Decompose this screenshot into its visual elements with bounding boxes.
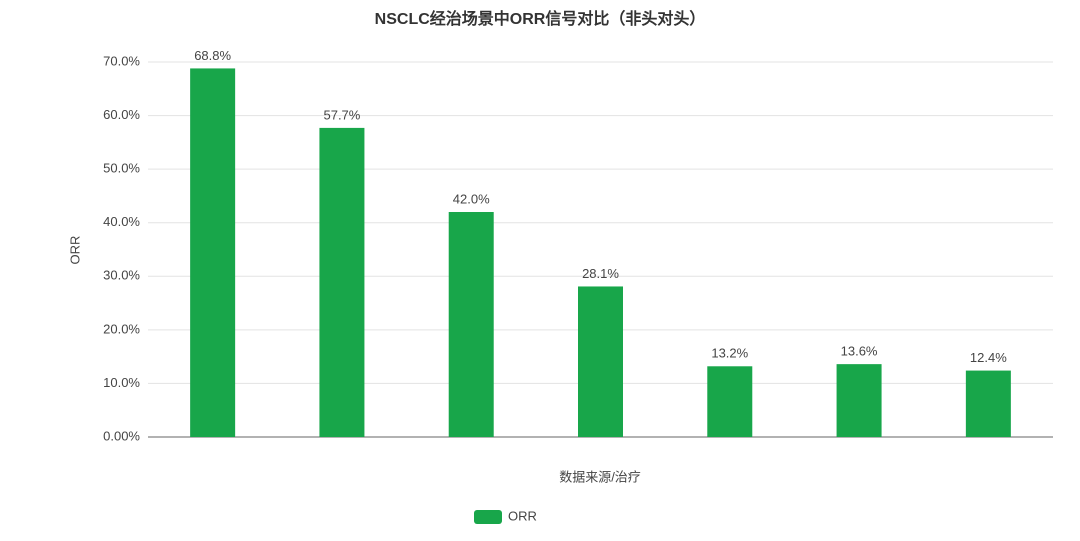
y-tick-label: 20.0%: [103, 321, 140, 336]
y-tick-label: 0.00%: [103, 428, 140, 443]
value-label: 28.1%: [582, 266, 619, 281]
value-label: 42.0%: [453, 191, 490, 206]
chart-title: NSCLC经治场景中ORR信号对比（非头对头）: [375, 9, 706, 28]
bar: [319, 127, 365, 438]
y-axis-title: ORR: [67, 236, 82, 265]
x-axis-title: 数据来源/治疗: [559, 469, 641, 484]
value-label: 68.8%: [194, 48, 231, 63]
y-tick-label: 70.0%: [103, 53, 140, 68]
bar: [190, 68, 236, 437]
bar: [578, 286, 623, 437]
bar: [448, 212, 494, 437]
legend-label: ORR: [508, 508, 537, 523]
y-tick-label: 50.0%: [103, 161, 140, 176]
y-tick-label: 40.0%: [103, 214, 140, 229]
value-label: 13.2%: [711, 346, 748, 361]
value-label: 57.7%: [323, 107, 360, 122]
y-tick-label: 30.0%: [103, 268, 140, 283]
legend-swatch: [474, 510, 502, 524]
bar: [965, 370, 1011, 437]
y-tick-label: 10.0%: [103, 375, 140, 390]
value-label: 13.6%: [841, 344, 878, 359]
bar: [836, 364, 882, 437]
bar: [707, 366, 753, 437]
value-label: 12.4%: [970, 350, 1007, 365]
y-tick-label: 60.0%: [103, 107, 140, 122]
